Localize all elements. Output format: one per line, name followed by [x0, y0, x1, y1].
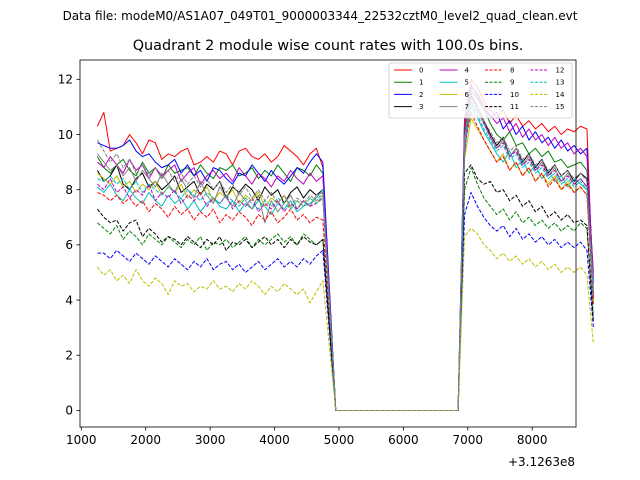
y-tick-label: 10 — [58, 128, 73, 142]
series-lines — [96, 78, 594, 411]
legend-label-1: 1 — [419, 79, 423, 87]
legend-label-2: 2 — [419, 91, 423, 99]
y-tick-label: 2 — [65, 349, 73, 363]
x-tick-label: 2000 — [130, 433, 161, 447]
y-tick-label: 12 — [58, 73, 73, 87]
plot-area: 1000 2000 3000 4000 5000 6000 7000 800002468101… — [58, 59, 594, 447]
legend-label-4: 4 — [465, 66, 470, 74]
y-tick-label: 0 — [65, 404, 73, 418]
axes-frame — [79, 59, 577, 428]
y-tick-label: 8 — [65, 183, 73, 197]
legend-label-10: 10 — [510, 91, 519, 99]
file-name-suptitle: Data file: modeM0/AS1A07_049T01_90000033… — [63, 9, 578, 23]
x-tick-label: 7000 — [453, 433, 484, 447]
y-tick-label: 6 — [65, 238, 73, 252]
series-line-14 — [96, 227, 594, 411]
x-tick-label: 4000 — [259, 433, 290, 447]
legend-label-7: 7 — [465, 103, 469, 111]
legend-box — [388, 62, 573, 119]
series-line-15 — [96, 98, 594, 411]
legend-label-6: 6 — [465, 91, 470, 99]
legend-label-9: 9 — [510, 79, 514, 87]
x-tick-label: 5000 — [324, 433, 355, 447]
y-tick-label: 4 — [65, 293, 73, 307]
series-line-8 — [97, 111, 594, 411]
x-tick-label: 3000 — [195, 433, 226, 447]
x-axis-offset-label: +3.1263e8 — [508, 455, 575, 469]
legend-label-11: 11 — [510, 103, 519, 111]
x-tick-label: 8000 — [517, 433, 548, 447]
chart-title: Quadrant 2 module wise count rates with … — [133, 38, 524, 54]
legend-label-5: 5 — [465, 79, 469, 87]
legend-label-14: 14 — [556, 91, 565, 99]
legend-label-0: 0 — [419, 66, 423, 74]
legend-label-3: 3 — [419, 103, 423, 111]
x-tick-label: 1000 — [66, 433, 97, 447]
legend-label-8: 8 — [510, 66, 514, 74]
legend-label-15: 15 — [556, 103, 565, 111]
legend-label-12: 12 — [556, 66, 565, 74]
x-tick-label: 6000 — [388, 433, 419, 447]
legend-label-13: 13 — [556, 79, 565, 87]
